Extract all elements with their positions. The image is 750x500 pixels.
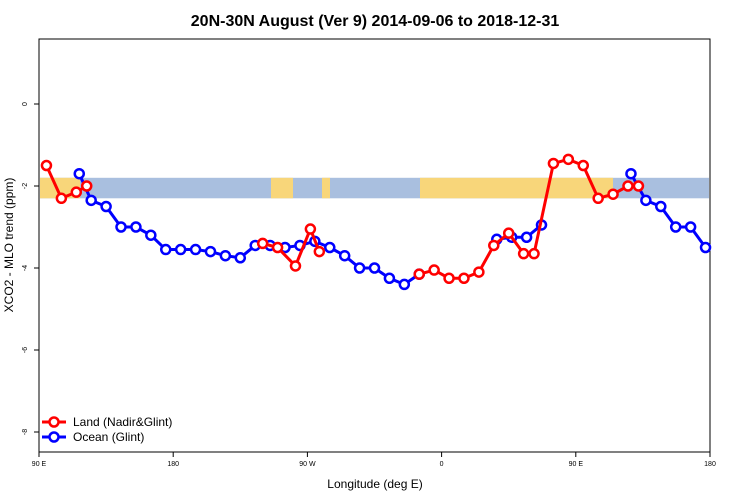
data-point [528, 247, 540, 260]
x-tick-label: 90 W [299, 461, 316, 468]
data-point [256, 237, 269, 250]
data-point [592, 192, 604, 205]
data-point [655, 200, 667, 213]
data-point [547, 157, 560, 170]
data-point [304, 223, 317, 235]
data-point [632, 180, 645, 192]
legend-ocean-marker [48, 431, 60, 443]
data-point [100, 200, 112, 213]
data-point [607, 188, 619, 200]
data-point [234, 252, 247, 264]
world-map-strip [40, 177, 709, 199]
y-tick-label: -4 [22, 265, 29, 271]
data-point [204, 245, 217, 258]
legend-land-label: Land (Nadir&Glint) [73, 415, 172, 429]
data-point [428, 264, 440, 276]
data-point [55, 192, 68, 205]
data-point [73, 167, 86, 180]
data-point [159, 243, 172, 256]
data-point [70, 186, 83, 198]
data-point [130, 221, 142, 233]
data-point [684, 221, 697, 233]
data-point [562, 153, 575, 166]
x-tick-label: 0 [440, 461, 444, 468]
x-axis-label: Longitude (deg E) [327, 477, 422, 491]
x-tick-label: 90 E [569, 461, 584, 468]
data-point [625, 167, 637, 180]
data-point [324, 241, 336, 254]
x-tick-label: 180 [704, 461, 716, 468]
map-land-africa-asia [420, 177, 613, 199]
data-point [271, 241, 284, 254]
data-point [488, 239, 500, 252]
y-tick-label: -2 [22, 183, 29, 189]
data-point [383, 272, 396, 284]
data-point [577, 159, 590, 172]
data-point [40, 159, 53, 172]
data-point [174, 243, 187, 256]
x-tick-label: 90 E [32, 461, 47, 468]
plot-frame [38, 38, 711, 453]
y-tick-label: 0 [22, 102, 29, 106]
y-tick-label: -8 [22, 429, 29, 435]
data-point [353, 262, 366, 274]
data-point [458, 272, 470, 284]
data-point [289, 260, 302, 272]
series-line [45, 164, 88, 200]
series-land [40, 153, 645, 284]
series-ocean [73, 167, 712, 291]
data-point [338, 249, 351, 262]
data-point [80, 180, 93, 192]
data-point [443, 272, 455, 284]
data-point [115, 221, 127, 233]
y-axis-label: XCO2 - MLO trend (ppm) [2, 178, 16, 313]
data-point [145, 229, 157, 241]
data-point [640, 194, 652, 207]
data-point [669, 221, 682, 233]
data-point [398, 278, 411, 291]
map-land-florida [322, 177, 330, 199]
data-point [520, 231, 533, 243]
legend-land-marker [48, 416, 60, 428]
data-point [85, 194, 97, 207]
chart-title: 20N-30N August (Ver 9) 2014-09-06 to 201… [191, 13, 560, 30]
x-tick-label: 180 [167, 461, 179, 468]
data-point [219, 249, 232, 262]
legend: Land (Nadir&Glint) Ocean (Glint) [42, 415, 172, 444]
data-point [517, 247, 530, 260]
data-point [622, 180, 634, 192]
data-point [368, 262, 381, 274]
map-land-mexico [271, 177, 293, 199]
data-point [313, 245, 326, 258]
legend-ocean-label: Ocean (Glint) [73, 430, 144, 444]
data-point [699, 241, 712, 254]
data-point [189, 243, 202, 256]
data-point [473, 266, 485, 278]
data-point [413, 268, 425, 280]
data-point [502, 227, 515, 239]
y-tick-label: -6 [22, 347, 29, 353]
